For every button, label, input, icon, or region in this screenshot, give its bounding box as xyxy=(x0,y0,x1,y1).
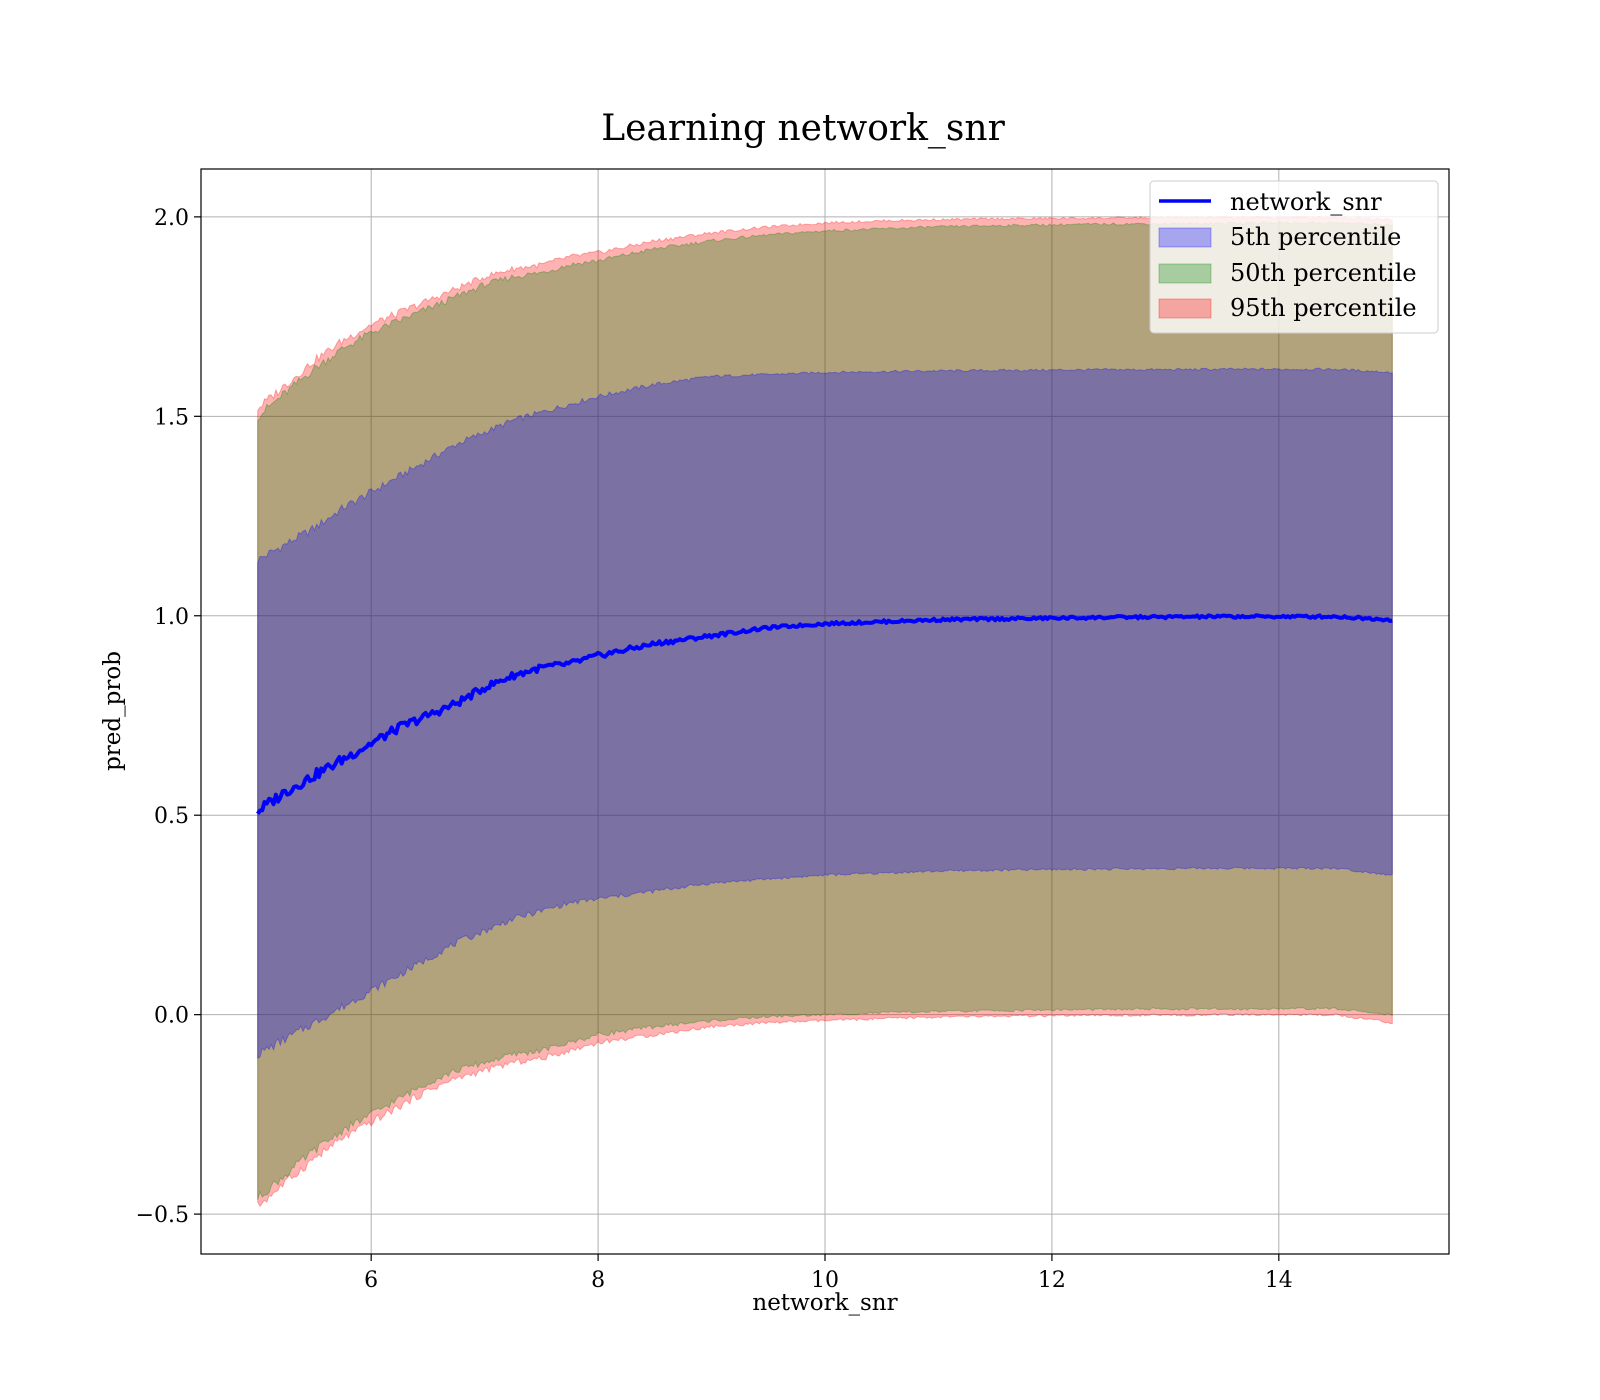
x-tick-label-3: 12 xyxy=(1038,1268,1066,1293)
legend-swatch-band-95 xyxy=(1158,298,1212,319)
y-tick-label-3: 1.0 xyxy=(154,605,189,630)
percentile-bands xyxy=(257,215,1393,1208)
x-tick-label-0: 6 xyxy=(364,1268,378,1293)
grid xyxy=(201,169,1449,1254)
legend-swatch-band-5 xyxy=(1158,227,1212,248)
line-network-snr xyxy=(256,613,1393,815)
x-axis-label: network_snr xyxy=(752,1290,897,1316)
y-tick-label-5: 2.0 xyxy=(154,206,189,231)
band-0 xyxy=(257,367,1393,1060)
line-series xyxy=(256,613,1393,815)
legend-label-line: network_snr xyxy=(1230,188,1382,216)
y-tick-label-1: 0.0 xyxy=(154,1004,189,1029)
legend-swatch-band-50 xyxy=(1158,263,1212,284)
legend: network_snr 5th percentile 50th percenti… xyxy=(1149,180,1439,334)
x-tick-label-4: 14 xyxy=(1265,1268,1293,1293)
y-tick-label-4: 1.5 xyxy=(154,405,189,430)
chart-title: Learning network_snr xyxy=(601,108,1005,149)
legend-label-band-5: 5th percentile xyxy=(1230,223,1401,251)
y-tick-label-0: −0.5 xyxy=(136,1203,189,1228)
y-axis-label: pred_prob xyxy=(100,651,126,771)
legend-label-band-95: 95th percentile xyxy=(1230,294,1417,322)
y-axis-ticks: −0.5 0.0 0.5 1.0 1.5 2.0 xyxy=(136,206,201,1228)
legend-label-band-50: 50th percentile xyxy=(1230,259,1417,287)
x-tick-label-2: 10 xyxy=(811,1268,839,1293)
band-1 xyxy=(257,221,1393,1200)
legend-box xyxy=(1149,180,1439,334)
x-axis-ticks: 6 8 10 12 14 xyxy=(364,1254,1293,1293)
x-tick-label-1: 8 xyxy=(591,1268,605,1293)
band-2 xyxy=(257,215,1393,1208)
y-tick-label-2: 0.5 xyxy=(154,804,189,829)
